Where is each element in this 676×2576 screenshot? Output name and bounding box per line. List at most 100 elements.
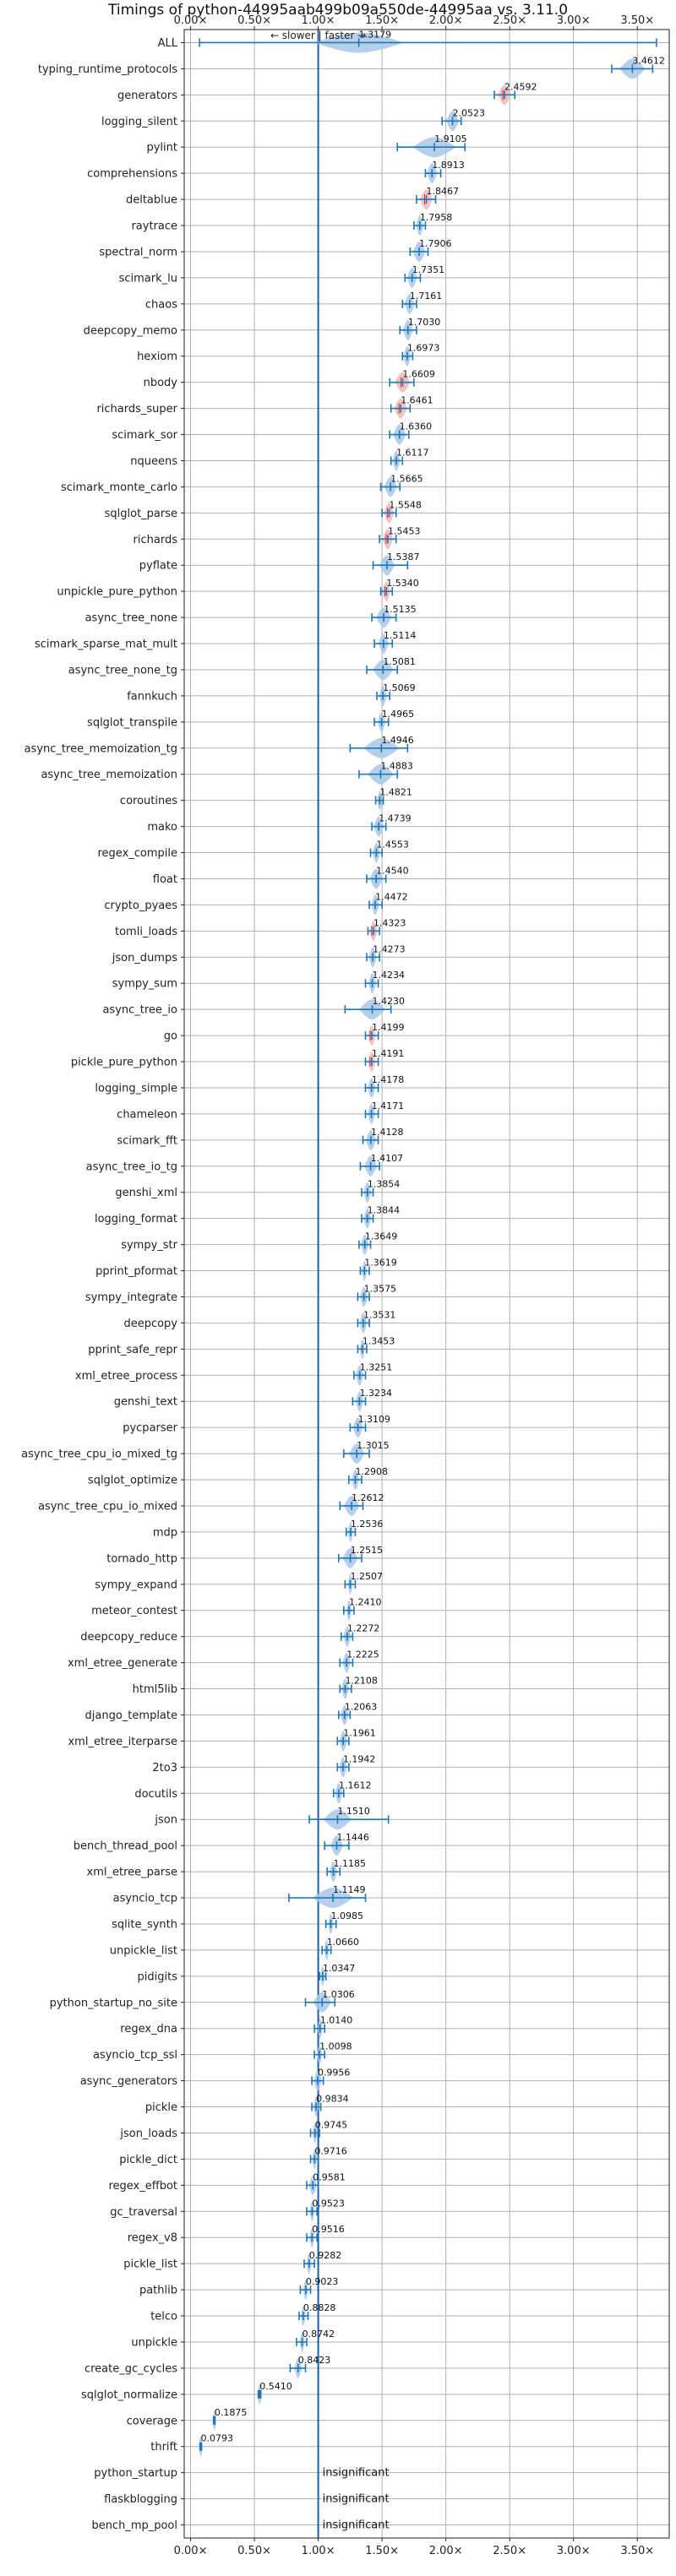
value-label: 1.5453 <box>388 525 421 536</box>
benchmark-label: bench_thread_pool <box>74 1840 177 1853</box>
benchmark-label: chaos <box>145 298 177 311</box>
value-label: 1.4230 <box>373 996 406 1007</box>
benchmark-label: raytrace <box>131 220 177 233</box>
x-tick-label-top: 1.50× <box>365 14 399 27</box>
benchmark-label: async_tree_memoization <box>41 769 177 781</box>
x-tick-label-top: 3.50× <box>620 14 654 27</box>
value-label: 1.7351 <box>412 264 445 275</box>
benchmark-label: scimark_sor <box>112 429 177 442</box>
value-label: 1.2612 <box>352 1492 384 1503</box>
value-label: 1.2536 <box>351 1519 384 1530</box>
benchmark-label: regex_effbot <box>108 2180 177 2193</box>
value-label: 1.2272 <box>347 1623 380 1634</box>
benchmark-label: xml_etree_generate <box>68 1657 177 1670</box>
value-label: 1.6461 <box>401 395 433 406</box>
x-tick-label-bottom: 2.50× <box>493 2545 526 2557</box>
benchmark-label: xml_etree_process <box>75 1370 177 1383</box>
value-label: 1.1185 <box>334 1858 367 1869</box>
benchmark-label: genshi_xml <box>115 1187 177 1199</box>
value-label: 1.2108 <box>345 1676 378 1687</box>
benchmark-label: tomli_loads <box>115 926 177 938</box>
benchmark-label: meteor_contest <box>91 1605 177 1617</box>
value-label: 3.4612 <box>632 55 665 66</box>
benchmark-label: pickle_dict <box>119 2154 177 2166</box>
benchmark-label: pyflate <box>139 560 177 573</box>
x-tick-label-bottom: 2.00× <box>429 2545 463 2557</box>
value-label: 0.1875 <box>215 2407 248 2418</box>
benchmark-label: docutils <box>134 1788 177 1801</box>
benchmark-label: pidigits <box>138 1970 178 1983</box>
x-tick-label-bottom: 3.50× <box>620 2545 654 2557</box>
value-label: 1.9105 <box>434 133 467 144</box>
benchmark-label: unpickle_list <box>110 1944 177 1957</box>
benchmark-label: asyncio_tcp <box>113 1893 177 1905</box>
value-label: 1.5081 <box>383 656 416 667</box>
value-label: 1.1942 <box>343 1753 376 1764</box>
value-label: 0.9023 <box>306 2276 339 2287</box>
benchmark-label: unpickle <box>131 2336 177 2349</box>
benchmark-label: async_tree_io_tg <box>86 1160 177 1173</box>
benchmark-label: json_loads <box>119 2128 177 2140</box>
value-label: 1.2908 <box>356 1466 389 1477</box>
value-label: 1.0306 <box>322 1989 355 2000</box>
benchmark-label: pathlib <box>139 2285 177 2297</box>
benchmark-label: go <box>164 1030 177 1043</box>
value-label: 1.5135 <box>384 604 417 615</box>
value-label: 1.1446 <box>336 1832 369 1843</box>
benchmark-label: generators <box>117 90 177 102</box>
value-label: 1.1612 <box>339 1780 372 1791</box>
benchmark-label: sympy_expand <box>95 1579 177 1591</box>
value-label: 1.4540 <box>376 865 409 876</box>
plot-frame <box>183 29 670 2539</box>
value-label: 1.0985 <box>330 1910 363 1921</box>
value-label: 1.8467 <box>427 186 460 197</box>
x-tick-label-top: 0.50× <box>237 14 271 27</box>
benchmark-label: unpickle_pure_python <box>57 586 177 599</box>
benchmark-label: thrift <box>150 2441 177 2454</box>
value-label: 0.9516 <box>312 2224 345 2235</box>
benchmark-label: pickle_list <box>123 2258 177 2271</box>
x-tick-label-bottom: 1.00× <box>302 2545 335 2557</box>
value-label: 1.3251 <box>360 1361 393 1372</box>
benchmark-label: mdp <box>153 1526 177 1539</box>
benchmark-label: deepcopy_memo <box>84 324 177 337</box>
value-label: 1.4128 <box>371 1127 404 1138</box>
benchmark-label: ALL <box>158 37 178 50</box>
insignificant-label: insignificant <box>323 2467 390 2480</box>
benchmark-label: async_tree_cpu_io_mixed <box>38 1500 177 1513</box>
benchmark-label: regex_compile <box>97 847 177 860</box>
benchmark-label: tornado_http <box>106 1552 177 1565</box>
value-label: 1.4739 <box>379 813 412 824</box>
value-label: 1.3234 <box>359 1388 392 1399</box>
value-label: 1.3015 <box>357 1440 390 1451</box>
chart-title: Timings of python-44995aab499b09a550de-4… <box>107 2 568 19</box>
value-label: 1.5548 <box>389 499 422 510</box>
benchmark-label: python_startup_no_site <box>50 1997 177 2009</box>
benchmark-label: deepcopy <box>123 1318 177 1330</box>
benchmark-label: xml_etree_iterparse <box>68 1736 177 1748</box>
value-label: 0.9716 <box>314 2145 347 2156</box>
x-tick-label-top: 3.00× <box>557 14 591 27</box>
benchmark-label: genshi_text <box>114 1396 177 1409</box>
benchmark-label: float <box>153 873 177 886</box>
benchmark-label: json <box>154 1814 177 1827</box>
value-label: 1.7030 <box>408 317 441 328</box>
value-label: 1.1961 <box>343 1727 376 1738</box>
value-label: 1.4323 <box>373 917 406 928</box>
benchmark-label: coverage <box>127 2415 177 2427</box>
benchmark-label: xml_etree_parse <box>87 1867 177 1879</box>
benchmark-label: asyncio_tcp_ssl <box>93 2049 177 2062</box>
grid-layer <box>184 30 669 2538</box>
benchmark-label: nbody <box>144 377 178 389</box>
value-label: 1.4553 <box>376 840 409 851</box>
benchmark-label: regex_v8 <box>128 2232 177 2245</box>
benchmark-label: async_tree_none <box>85 612 177 625</box>
benchmark-label: richards <box>134 534 178 546</box>
value-label: 1.3844 <box>368 1205 401 1216</box>
value-label: 1.2410 <box>349 1597 382 1608</box>
benchmark-label: sqlite_synth <box>112 1918 177 1931</box>
value-label: 0.8742 <box>303 2329 335 2340</box>
value-label: 1.7161 <box>410 291 443 302</box>
value-label: 0.9834 <box>316 2094 349 2105</box>
benchmark-label: fannkuch <box>127 690 177 703</box>
